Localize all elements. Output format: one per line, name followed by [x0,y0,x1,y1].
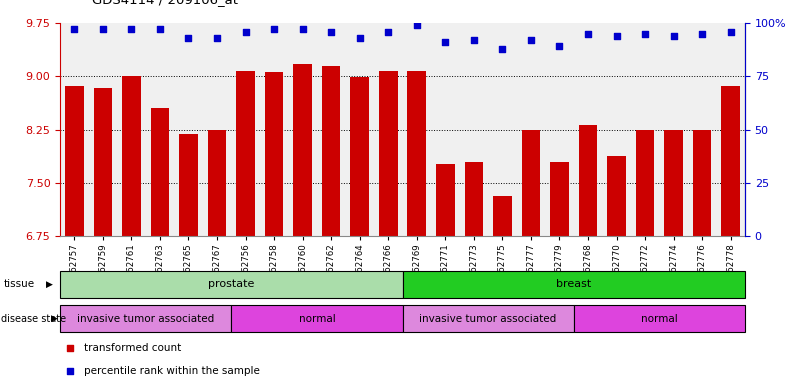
Point [125,26,138,33]
Point [696,31,709,37]
Text: invasive tumor associated: invasive tumor associated [77,314,215,324]
Point [268,26,280,33]
Bar [122,76,141,384]
Text: normal: normal [299,314,336,324]
Point [410,22,423,28]
Point [64,368,77,374]
Bar [607,156,626,384]
Point [182,35,195,41]
Bar [65,86,83,384]
Text: breast: breast [556,279,591,289]
Text: tissue: tissue [4,279,35,289]
Text: ▶: ▶ [46,280,53,289]
Bar [94,88,112,384]
Point [68,26,81,33]
Bar [236,71,255,384]
Bar [465,162,483,384]
Point [468,37,481,43]
Point [382,28,395,35]
Bar [402,271,745,298]
Point [439,39,452,45]
Text: invasive tumor associated: invasive tumor associated [420,314,557,324]
Bar [693,130,711,384]
Point [296,26,309,33]
Point [353,35,366,41]
Text: prostate: prostate [208,279,255,289]
Bar [231,305,402,332]
Bar [636,130,654,384]
Text: percentile rank within the sample: percentile rank within the sample [84,366,260,376]
Text: GDS4114 / 209106_at: GDS4114 / 209106_at [92,0,238,6]
Text: transformed count: transformed count [84,343,181,354]
Bar [293,63,312,384]
Point [553,43,566,50]
Bar [493,196,512,384]
Point [239,28,252,35]
Point [96,26,109,33]
Point [638,31,651,37]
Point [582,31,594,37]
Text: disease state: disease state [1,314,66,324]
Bar [574,305,745,332]
Point [667,33,680,39]
Point [211,35,223,41]
Bar [664,130,683,384]
Point [610,33,623,39]
Point [324,28,337,35]
Point [64,346,77,352]
Point [525,37,537,43]
Text: normal: normal [641,314,678,324]
Point [724,28,737,35]
Text: ▶: ▶ [51,314,58,323]
Bar [379,71,397,384]
Bar [408,71,426,384]
Bar [265,72,284,384]
Bar [179,134,198,384]
Bar [350,77,369,384]
Bar [550,162,569,384]
Bar [60,271,402,298]
Bar [521,130,540,384]
Point [154,26,167,33]
Bar [578,125,598,384]
Bar [207,130,227,384]
Bar [402,305,574,332]
Bar [151,108,169,384]
Point [496,46,509,52]
Bar [60,305,231,332]
Bar [322,66,340,384]
Bar [436,164,455,384]
Bar [722,86,740,384]
